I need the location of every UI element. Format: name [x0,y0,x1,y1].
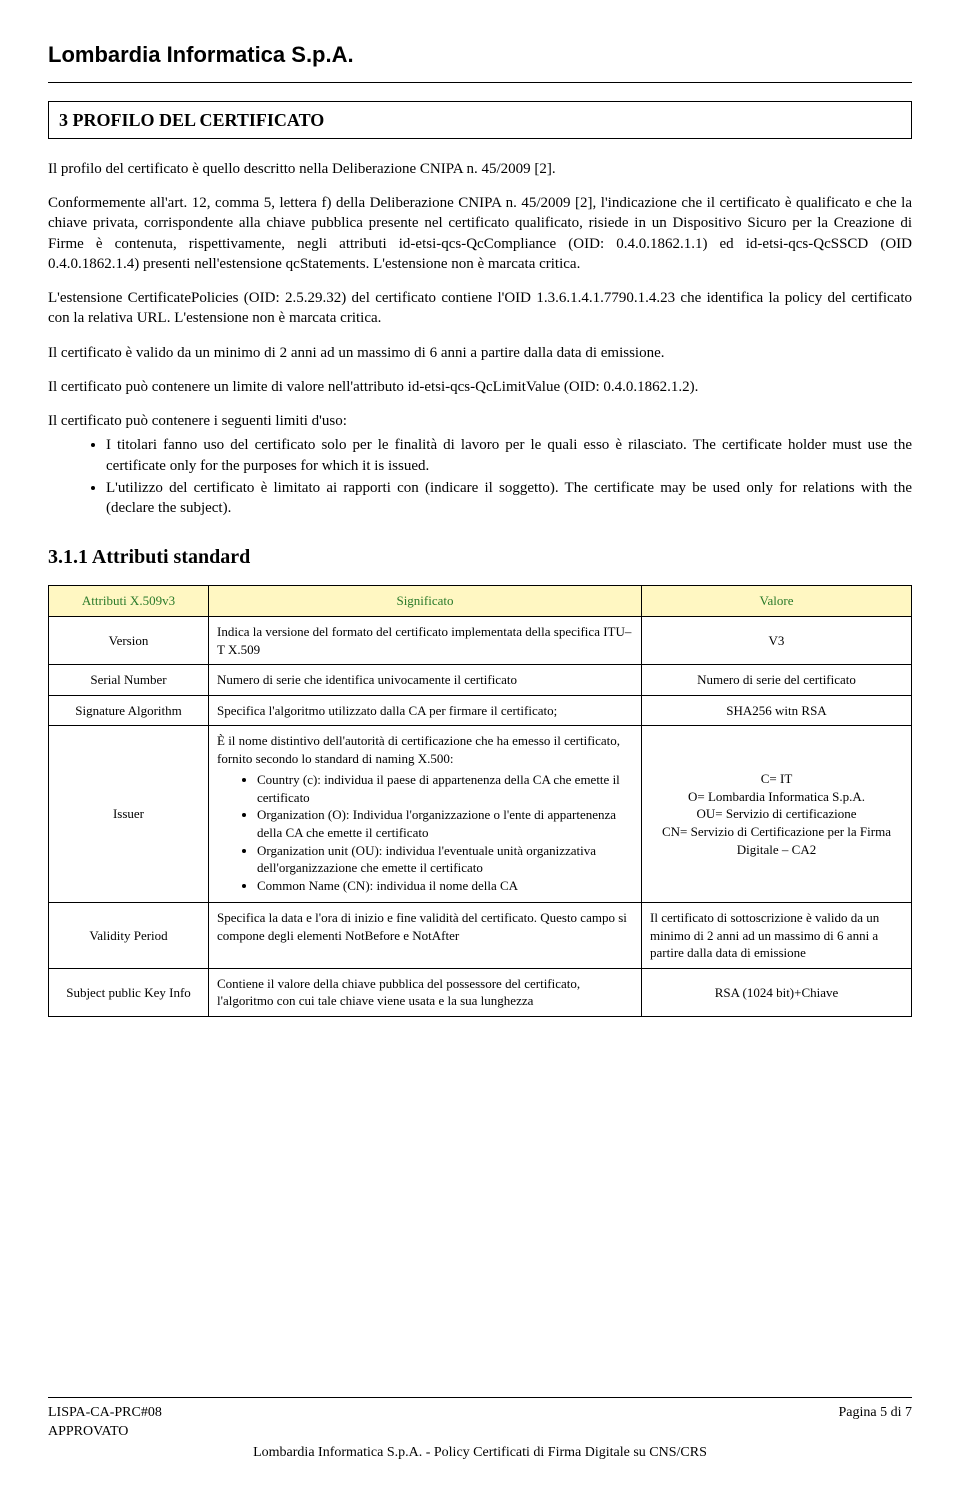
cell-significato: Indica la versione del formato del certi… [209,617,642,665]
footer-status: APPROVATO [48,1424,128,1439]
cell-valore: Il certificato di sottoscrizione è valid… [642,903,912,969]
footer-bottom: Lombardia Informatica S.p.A. - Policy Ce… [48,1444,912,1463]
cell-significato: Specifica l'algoritmo utilizzato dalla C… [209,695,642,726]
paragraph-4: Il certificato è valido da un minimo di … [48,343,912,363]
limit-item-1: I titolari fanno uso del certificato sol… [106,435,912,476]
paragraph-1: Il profilo del certificato è quello desc… [48,159,912,179]
issuer-item: Country (c): individua il paese di appar… [257,771,633,806]
issuer-item: Organization unit (OU): individua l'even… [257,842,633,877]
limit-item-2: L'utilizzo del certificato è limitato ai… [106,478,912,519]
cell-valore: C= ITO= Lombardia Informatica S.p.A.OU= … [642,726,912,903]
table-row: Serial NumberNumero di serie che identif… [49,665,912,696]
footer-page: Pagina 5 di 7 [839,1404,913,1442]
cell-valore: SHA256 witn RSA [642,695,912,726]
cell-valore: RSA (1024 bit)+Chiave [642,968,912,1016]
issuer-item: Organization (O): Individua l'organizzaz… [257,806,633,841]
footer-doc-id: LISPA-CA-PRC#08 [48,1405,162,1420]
header-rule [48,82,912,83]
cell-significato: Numero di serie che identifica univocame… [209,665,642,696]
table-row: Validity PeriodSpecifica la data e l'ora… [49,903,912,969]
cell-attr: Subject public Key Info [49,968,209,1016]
page-footer: LISPA-CA-PRC#08 APPROVATO Pagina 5 di 7 … [48,1397,912,1463]
table-row: Subject public Key InfoContiene il valor… [49,968,912,1016]
cell-attr: Signature Algorithm [49,695,209,726]
cell-attr: Version [49,617,209,665]
company-header: Lombardia Informatica S.p.A. [48,40,912,70]
table-header-row: Attributi X.509v3 Significato Valore [49,586,912,617]
subsection-heading: 3.1.1 Attributi standard [48,544,912,571]
attributes-table: Attributi X.509v3 Significato Valore Ver… [48,585,912,1016]
section-heading-box: 3 PROFILO DEL CERTIFICATO [48,101,912,139]
th-attributi: Attributi X.509v3 [49,586,209,617]
th-valore: Valore [642,586,912,617]
cell-significato: Contiene il valore della chiave pubblica… [209,968,642,1016]
table-row: VersionIndica la versione del formato de… [49,617,912,665]
cell-attr: Issuer [49,726,209,903]
table-row: IssuerÈ il nome distintivo dell'autorità… [49,726,912,903]
th-significato: Significato [209,586,642,617]
cell-significato: Specifica la data e l'ora di inizio e fi… [209,903,642,969]
cell-valore: V3 [642,617,912,665]
cell-attr: Serial Number [49,665,209,696]
issuer-item: Common Name (CN): individua il nome dell… [257,877,633,895]
section-heading: 3 PROFILO DEL CERTIFICATO [59,110,324,130]
paragraph-5: Il certificato può contenere un limite d… [48,377,912,397]
limits-list: I titolari fanno uso del certificato sol… [106,435,912,518]
cell-significato: È il nome distintivo dell'autorità di ce… [209,726,642,903]
cell-valore: Numero di serie del certificato [642,665,912,696]
paragraph-6: Il certificato può contenere i seguenti … [48,411,912,431]
footer-left: LISPA-CA-PRC#08 APPROVATO [48,1404,162,1442]
table-row: Signature AlgorithmSpecifica l'algoritmo… [49,695,912,726]
cell-attr: Validity Period [49,903,209,969]
paragraph-3: L'estensione CertificatePolicies (OID: 2… [48,288,912,329]
paragraph-2: Conformemente all'art. 12, comma 5, lett… [48,193,912,274]
